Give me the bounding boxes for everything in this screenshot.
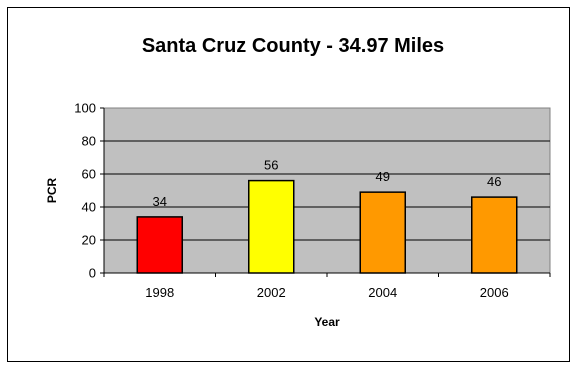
bars — [136, 179, 518, 274]
data-label: 56 — [264, 158, 278, 173]
y-tick-label: 100 — [74, 101, 96, 116]
x-tick-label: 2006 — [480, 285, 509, 300]
chart-title: Santa Cruz County - 34.97 Miles — [142, 35, 444, 57]
x-axis-label: Year — [314, 315, 340, 329]
data-labels: 34 56 49 46 — [153, 158, 502, 209]
bar-2006 — [471, 196, 518, 274]
x-tick-label: 2004 — [368, 285, 397, 300]
y-axis-label: PCR — [45, 178, 59, 204]
x-axis-ticks: 1998 2002 2004 2006 — [103, 273, 551, 300]
x-tick-label: 1998 — [145, 285, 174, 300]
bar-2004 — [359, 191, 406, 274]
bar-2002 — [248, 179, 295, 274]
y-tick-label: 60 — [82, 167, 96, 182]
y-tick-label: 80 — [82, 134, 96, 149]
bar-1998 — [136, 216, 183, 274]
data-label: 34 — [153, 194, 167, 209]
data-label: 49 — [376, 169, 390, 184]
y-tick-label: 40 — [82, 200, 96, 215]
data-label: 46 — [487, 174, 501, 189]
x-tick-label: 2002 — [257, 285, 286, 300]
y-tick-label: 0 — [89, 266, 96, 281]
y-tick-label: 20 — [82, 233, 96, 248]
y-axis-ticks: 0 20 40 60 80 100 — [74, 101, 104, 281]
